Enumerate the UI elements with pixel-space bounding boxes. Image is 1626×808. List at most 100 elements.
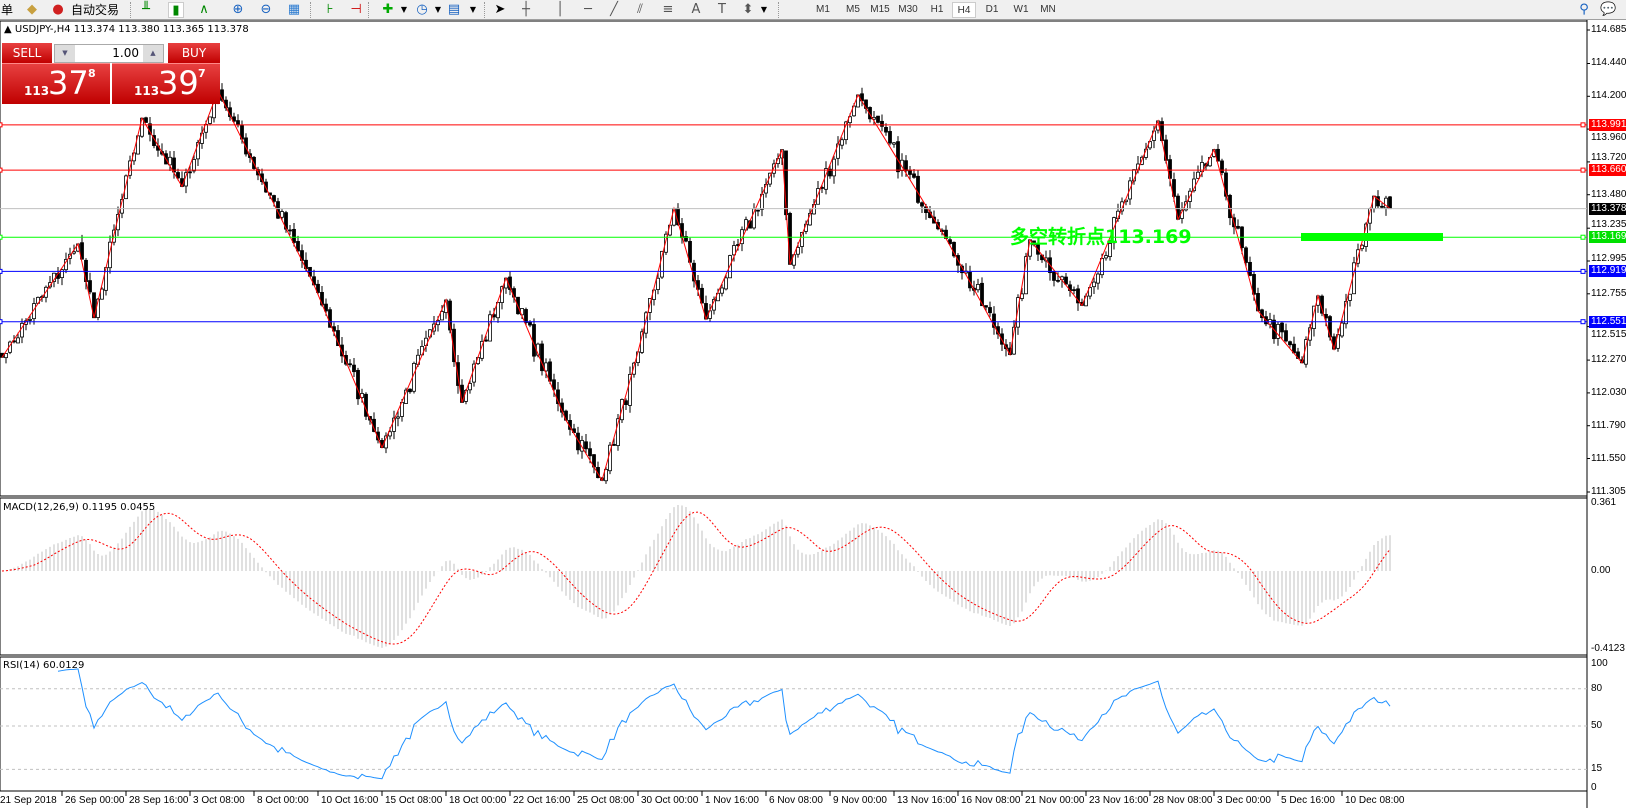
bear-candle (1076, 288, 1080, 304)
date-tick-label: 22 Oct 16:00 (513, 795, 571, 806)
bear-candle (988, 307, 992, 314)
bull-candle (196, 142, 200, 160)
bear-candle (980, 282, 984, 307)
collapse-arrow-icon[interactable]: ▲ (4, 24, 15, 35)
bull-candle (632, 362, 636, 375)
bull-candle (1016, 297, 1020, 328)
bear-candle (624, 400, 628, 405)
chat-icon[interactable]: 💬 (1600, 2, 1617, 17)
line-handle (1580, 319, 1586, 325)
zoom-in-icon[interactable]: ⊕ (232, 2, 244, 17)
timeframe-d1[interactable]: D1 (985, 4, 999, 15)
autotrade-button[interactable]: 自动交易 (70, 3, 119, 17)
bull-candle (1120, 201, 1124, 212)
text-icon[interactable]: A (691, 2, 701, 17)
line-chart-icon[interactable]: ∧ (199, 2, 209, 17)
price-line-label: 113.169 (1589, 231, 1626, 244)
tile-windows-icon[interactable]: ▦ (287, 2, 301, 17)
bull-candle (644, 312, 648, 334)
macd-header: MACD(12,26,9) 0.1195 0.0455 (3, 502, 156, 513)
crosshair-icon[interactable]: ┼ (522, 2, 530, 17)
dropdown-arrow-icon[interactable]: ▼ (760, 5, 768, 14)
bear-candle (352, 364, 356, 373)
bear-candle (88, 280, 92, 293)
date-tick-label: 13 Nov 16:00 (897, 795, 957, 806)
bear-candle (912, 173, 916, 178)
timeframe-m30[interactable]: M30 (898, 4, 918, 15)
bear-candle (920, 202, 924, 207)
bear-candle (1000, 333, 1004, 345)
timeframe-w1[interactable]: W1 (1013, 4, 1029, 15)
bear-candle (788, 212, 792, 265)
bear-candle (1388, 196, 1392, 210)
buy-button[interactable]: BUY (168, 43, 220, 63)
trendline-icon[interactable]: ╱ (610, 2, 618, 17)
bull-candle (388, 431, 392, 437)
sell-button[interactable]: SELL (2, 43, 52, 63)
price-tick-label: 113.480 (1591, 188, 1626, 200)
vertical-line-icon[interactable]: │ (556, 2, 564, 17)
bear-candle (296, 241, 300, 252)
timeframe-m1[interactable]: M1 (816, 4, 830, 15)
price-line-label: 113.991 (1589, 118, 1626, 131)
bear-candle (144, 117, 148, 123)
bear-candle (324, 303, 328, 312)
new-order-button[interactable]: 单 (0, 3, 13, 17)
autoscroll-icon[interactable]: ⊣ (350, 2, 362, 17)
horizontal-line-icon[interactable]: ─ (584, 2, 592, 17)
text-label-icon[interactable]: T (718, 2, 726, 17)
chart-shift-icon[interactable]: ⊦ (326, 2, 334, 17)
add-indicator-icon[interactable]: ✚ (382, 2, 394, 17)
bear-candle (756, 209, 760, 212)
metaeditor-icon[interactable]: ◆ (27, 2, 37, 17)
autotrade-icon[interactable]: ● (52, 2, 64, 17)
zoom-out-icon[interactable]: ⊖ (260, 2, 272, 17)
bear-candle (340, 344, 344, 357)
bull-candle (1108, 243, 1112, 257)
bear-candle (888, 131, 892, 144)
lot-size-input[interactable]: ▼ 1.00 ▲ (54, 44, 164, 63)
macd-tick-label: -0.4123 (1591, 643, 1625, 654)
separator (778, 2, 779, 18)
sell-price-button[interactable]: 113 37 8 (2, 63, 110, 104)
buy-price-button[interactable]: 113 39 7 (112, 63, 220, 104)
price-tick-label: 112.995 (1591, 253, 1626, 265)
timeframe-m5[interactable]: M5 (846, 4, 860, 15)
timeframe-m15[interactable]: M15 (870, 4, 890, 15)
bear-candle (588, 448, 592, 457)
timeframe-h1[interactable]: H1 (930, 4, 944, 15)
template-icon[interactable]: ▤ (447, 2, 461, 17)
equidistant-channel-icon[interactable]: ⫽ (637, 2, 643, 17)
pivot-annotation[interactable]: 多空转折点113.169 (1010, 226, 1192, 248)
bear-candle (1236, 225, 1240, 229)
symbol-ohlc: USDJPY-,H4 113.374 113.380 113.365 113.3… (14, 24, 249, 35)
lot-increase-icon[interactable]: ▲ (143, 45, 163, 62)
bull-candle (60, 269, 64, 279)
dropdown-arrow-icon[interactable]: ▼ (434, 5, 442, 14)
dropdown-arrow-icon[interactable]: ▼ (400, 5, 408, 14)
price-tick-label: 112.030 (1591, 386, 1626, 398)
date-tick-label: 30 Oct 00:00 (641, 795, 699, 806)
candlestick-chart-icon[interactable]: ▮ (168, 2, 184, 18)
bear-candle (292, 228, 296, 243)
cursor-icon[interactable]: ➤ (494, 2, 506, 17)
bar-chart-icon[interactable]: ╨ (142, 2, 150, 17)
bear-candle (548, 361, 552, 382)
chart-canvas[interactable] (0, 20, 1626, 808)
arrows-icon[interactable]: ⬍ (742, 2, 754, 17)
dropdown-arrow-icon[interactable]: ▼ (469, 5, 477, 14)
bull-candle (840, 139, 844, 146)
bull-candle (1196, 171, 1200, 179)
lot-decrease-icon[interactable]: ▼ (55, 45, 75, 62)
rsi-panel-border (0, 656, 1588, 792)
bull-candle (628, 373, 632, 406)
date-tick-label: 6 Nov 08:00 (769, 795, 823, 806)
period-clock-icon[interactable]: ◷ (416, 2, 428, 17)
buy-price-pips: 39 (158, 64, 199, 102)
search-icon[interactable]: ⚲ (1579, 2, 1589, 17)
timeframe-h4[interactable]: H4 (952, 2, 976, 18)
timeframe-mn[interactable]: MN (1040, 4, 1056, 15)
fibonacci-icon[interactable]: ≡ (662, 2, 674, 17)
bear-candle (880, 120, 884, 127)
price-tick-label: 114.440 (1591, 57, 1626, 69)
